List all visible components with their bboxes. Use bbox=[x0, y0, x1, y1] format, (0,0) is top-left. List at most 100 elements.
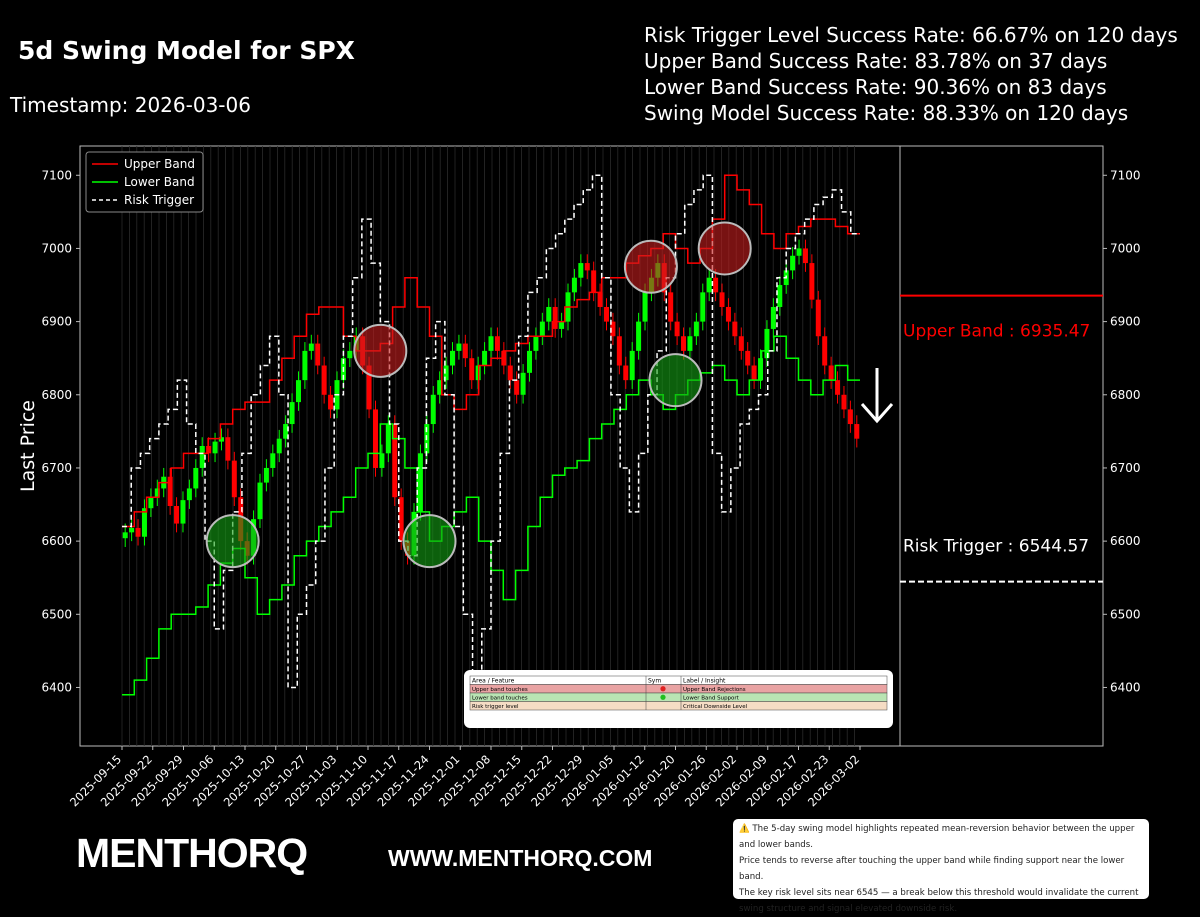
y-tick-label-right: 7000 bbox=[1110, 241, 1141, 255]
candle-body bbox=[687, 336, 693, 351]
table-cell: Risk trigger level bbox=[472, 704, 519, 710]
website-url[interactable]: WWW.MENTHORQ.COM bbox=[388, 845, 653, 871]
candle-body bbox=[719, 292, 725, 307]
candle-body bbox=[366, 365, 372, 410]
candle-body bbox=[546, 306, 552, 322]
candle-body bbox=[533, 336, 539, 351]
y-axis-label: Last Price bbox=[17, 400, 39, 492]
candle-body bbox=[706, 277, 712, 293]
inset-table: Area / Feature Sym Label / Insight Upper ba… bbox=[464, 670, 893, 728]
candle-body bbox=[398, 497, 404, 542]
candle-body bbox=[199, 446, 205, 468]
candle-body bbox=[225, 437, 231, 461]
y-tick-label-right: 6700 bbox=[1110, 461, 1141, 475]
candle-body bbox=[616, 336, 622, 366]
timestamp: Timestamp: 2026-03-06 bbox=[10, 93, 251, 117]
note-line: The key risk level sits near 6545 — a br… bbox=[739, 888, 1139, 914]
legend-box bbox=[85, 151, 204, 213]
y-tick-label-left: 6700 bbox=[41, 461, 72, 475]
candle-body bbox=[604, 306, 610, 322]
candle-body bbox=[347, 350, 353, 359]
legend-label: Upper Band bbox=[124, 157, 195, 171]
candle-body bbox=[488, 336, 494, 351]
y-tick-label-left: 7000 bbox=[41, 241, 72, 255]
candle-body bbox=[751, 365, 757, 381]
stat-swing-model: Swing Model Success Rate: 88.33% on 120 … bbox=[644, 101, 1129, 125]
candle-body bbox=[482, 350, 488, 366]
y-tick-label-left: 6800 bbox=[41, 388, 72, 402]
lower-band-touch-marker bbox=[402, 514, 457, 569]
candle-body bbox=[835, 380, 841, 395]
y-tick-label-right: 7100 bbox=[1110, 168, 1141, 182]
candle-body bbox=[584, 263, 590, 271]
y-tick-label-left: 6400 bbox=[41, 680, 72, 694]
candle-body bbox=[732, 321, 738, 337]
candle-body bbox=[847, 409, 853, 425]
candle-body bbox=[802, 248, 808, 264]
table-header: Area / Feature bbox=[472, 678, 515, 685]
y-tick-label-right: 6600 bbox=[1110, 534, 1141, 548]
table-cell: Lower Band Support bbox=[683, 696, 740, 702]
candle-body bbox=[758, 358, 764, 381]
candle-body bbox=[308, 343, 314, 351]
candle-body bbox=[642, 292, 648, 322]
candle-body bbox=[212, 441, 218, 454]
candle-body bbox=[681, 336, 687, 351]
candle-body bbox=[462, 343, 468, 359]
candle-body bbox=[302, 350, 308, 381]
note-line: ⚠️ The 5-day swing model highlights repe… bbox=[739, 824, 1135, 850]
y-tick-label-right: 6800 bbox=[1110, 388, 1141, 402]
candle-body bbox=[328, 394, 334, 410]
table-header: Label / Insight bbox=[683, 678, 726, 685]
candle-body bbox=[193, 467, 199, 489]
candle-body bbox=[231, 460, 237, 498]
candle-body bbox=[636, 321, 642, 351]
candle-body bbox=[841, 394, 847, 410]
candle-body bbox=[725, 306, 731, 322]
candle-body bbox=[456, 343, 462, 351]
candle-body bbox=[552, 306, 558, 329]
candle-body bbox=[417, 453, 423, 512]
risk-trigger-level-label: Risk Trigger : 6544.57 bbox=[903, 537, 1089, 557]
chart-title: 5d Swing Model for SPX bbox=[18, 36, 355, 65]
candle-body bbox=[270, 453, 276, 468]
table-cell: Upper Band Rejections bbox=[683, 687, 746, 693]
candle-body bbox=[469, 358, 475, 381]
insight-note: ⚠️ The 5-day swing model highlights repe… bbox=[733, 819, 1149, 914]
candle-body bbox=[379, 453, 385, 468]
y-tick-label-left: 7100 bbox=[41, 168, 72, 182]
candle-body bbox=[764, 328, 770, 359]
candle-body bbox=[822, 336, 828, 366]
lower-band-touch-marker bbox=[205, 514, 260, 569]
lower-band-touch-marker bbox=[648, 353, 703, 408]
candle-body bbox=[141, 508, 147, 537]
upper-band-level-label: Upper Band : 6935.47 bbox=[903, 322, 1090, 342]
candle-body bbox=[276, 438, 282, 454]
brand-logo: MENTHORQ bbox=[76, 830, 308, 876]
candle-body bbox=[148, 497, 154, 509]
candle-body bbox=[629, 350, 635, 381]
legend-label: Lower Band bbox=[124, 175, 195, 189]
candle-body bbox=[559, 321, 565, 329]
y-tick-label-right: 6500 bbox=[1110, 607, 1141, 621]
candle-body bbox=[770, 306, 776, 329]
candle-body bbox=[777, 285, 783, 307]
candle-body bbox=[527, 350, 533, 373]
candle-body bbox=[668, 292, 674, 322]
candle-body bbox=[154, 488, 160, 498]
candle-body bbox=[674, 321, 680, 337]
success-stats: Risk Trigger Level Success Rate: 66.67% … bbox=[644, 22, 1178, 126]
table-row bbox=[469, 692, 888, 702]
candle-body bbox=[257, 482, 263, 520]
table-row bbox=[469, 684, 888, 694]
y-tick-label-right: 6900 bbox=[1110, 315, 1141, 329]
legend-label: Risk Trigger bbox=[124, 193, 194, 207]
candle-body bbox=[578, 263, 584, 278]
candle-body bbox=[263, 467, 269, 483]
table-row bbox=[469, 701, 888, 711]
risk-trigger-line bbox=[122, 174, 860, 718]
upper-band-touch-marker bbox=[623, 239, 678, 294]
table-cell: Lower band touches bbox=[472, 696, 528, 702]
candle-body bbox=[430, 394, 436, 425]
candle-body bbox=[539, 321, 545, 337]
